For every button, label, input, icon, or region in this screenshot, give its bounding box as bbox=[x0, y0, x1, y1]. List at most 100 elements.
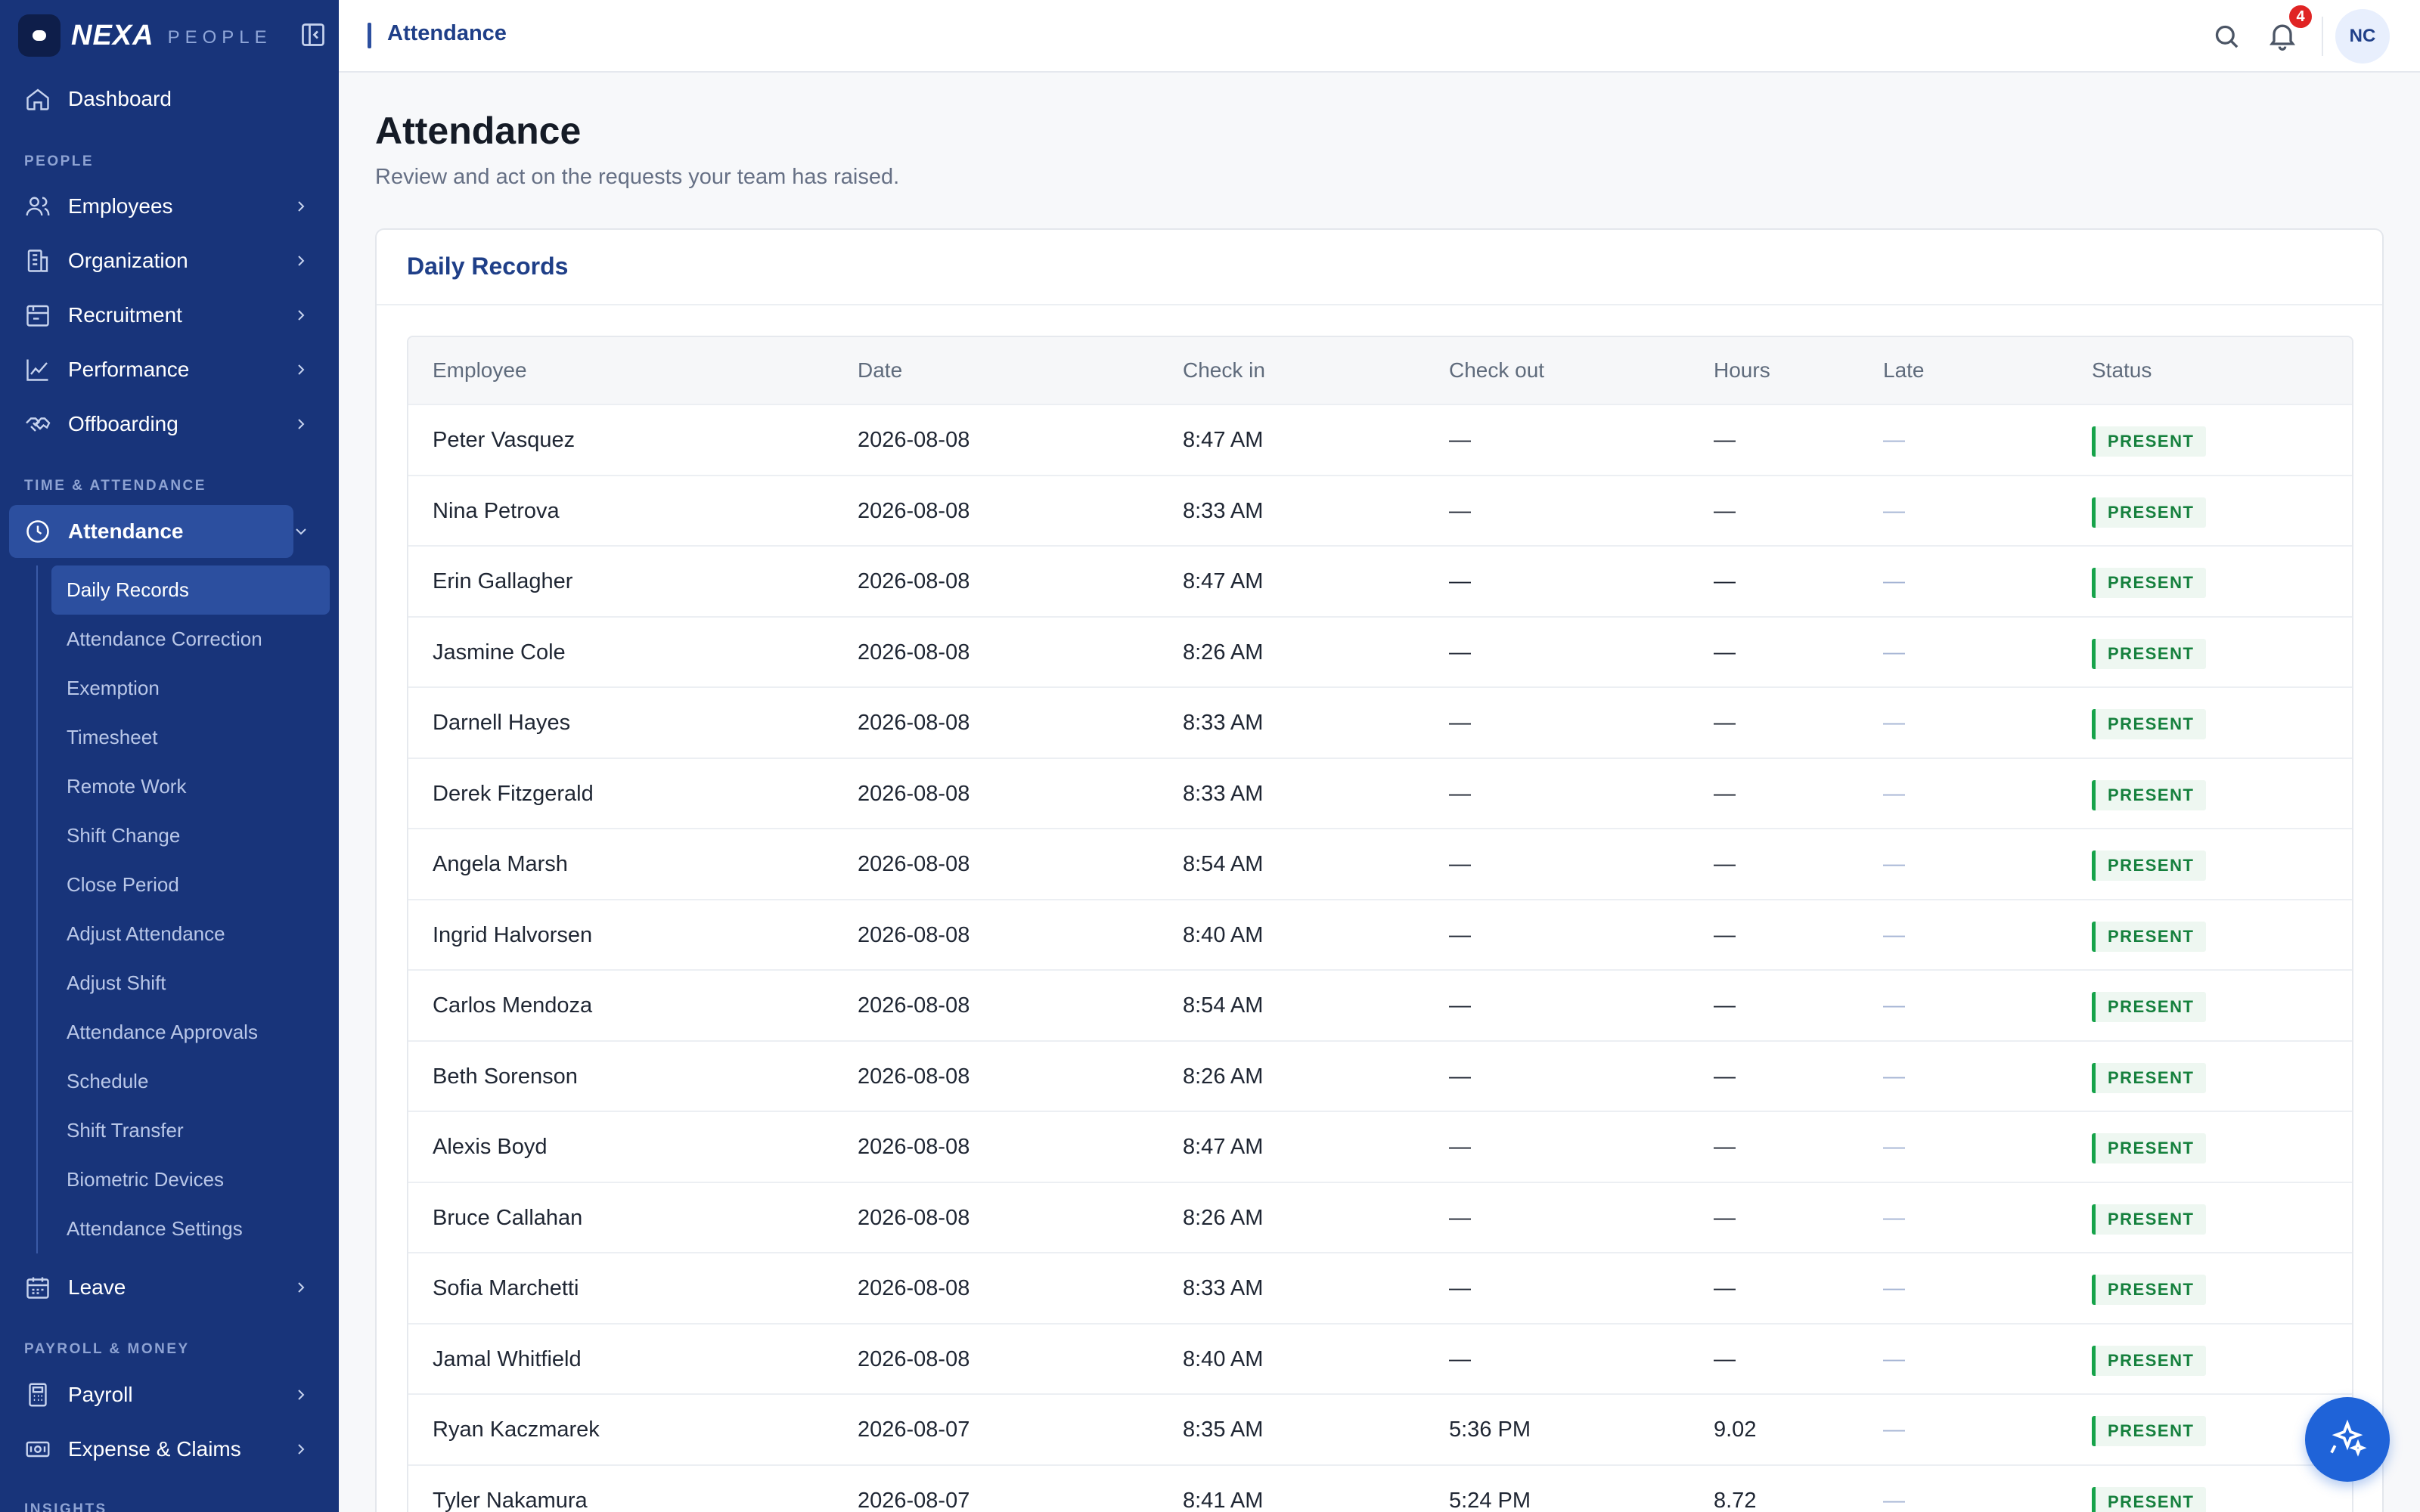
submenu-item-attendance-approvals[interactable]: Attendance Approvals bbox=[67, 1021, 258, 1043]
submenu-item-schedule[interactable]: Schedule bbox=[67, 1070, 149, 1092]
submenu-item-timesheet[interactable]: Timesheet bbox=[67, 726, 158, 748]
sidebar-item-dashboard[interactable]: Dashboard bbox=[9, 73, 330, 125]
sidebar-item-employees[interactable]: Employees bbox=[9, 180, 330, 233]
submenu-item-adjust-shift[interactable]: Adjust Shift bbox=[67, 971, 166, 994]
status-badge: PRESENT bbox=[2092, 992, 2207, 1022]
submenu-item-remote-work[interactable]: Remote Work bbox=[67, 775, 187, 798]
sparkle-icon bbox=[2330, 1419, 2367, 1457]
cell-check-out: — bbox=[1449, 1346, 1471, 1371]
table-row[interactable]: Tyler Nakamura 2026-08-07 8:41 AM 5:24 PM 8.… bbox=[408, 1464, 2352, 1512]
table-row[interactable]: Beth Sorenson 2026-08-08 8:26 AM — — — PRESENT bbox=[408, 1040, 2352, 1111]
column-header-late[interactable]: Late bbox=[1883, 358, 1925, 382]
table-body: Peter Vasquez 2026-08-08 8:47 AM — — — PRESENT… bbox=[408, 404, 2352, 1512]
sidebar-item-label: Organization bbox=[68, 249, 188, 272]
page-subtitle: Review and act on the requests your team… bbox=[375, 165, 900, 189]
sidebar-item-expense-claims[interactable]: Expense & Claims bbox=[9, 1423, 330, 1476]
status-badge: PRESENT bbox=[2092, 426, 2207, 457]
status-badge: PRESENT bbox=[2092, 1204, 2207, 1235]
column-header-check-in[interactable]: Check in bbox=[1183, 358, 1265, 382]
sidebar-item-payroll[interactable]: Payroll bbox=[9, 1368, 330, 1421]
table-row[interactable]: Derek Fitzgerald 2026-08-08 8:33 AM — — — PRES… bbox=[408, 757, 2352, 828]
building-icon bbox=[27, 249, 48, 272]
column-header-date[interactable]: Date bbox=[858, 358, 903, 382]
collapse-sidebar-icon[interactable] bbox=[299, 21, 327, 48]
cell-check-out: 5:36 PM bbox=[1449, 1418, 1531, 1442]
cell-employee: Darnell Hayes bbox=[433, 711, 571, 735]
cell-hours: — bbox=[1714, 498, 1736, 523]
table-row[interactable]: Angela Marsh 2026-08-08 8:54 AM — — — PRESENT bbox=[408, 828, 2352, 899]
cell-date: 2026-08-08 bbox=[858, 1064, 970, 1089]
submenu-item-daily-records[interactable]: Daily Records bbox=[51, 565, 330, 615]
status-badge: PRESENT bbox=[2092, 638, 2207, 669]
table-row[interactable]: Ingrid Halvorsen 2026-08-08 8:40 AM — — — PRES… bbox=[408, 898, 2352, 969]
status-badge: PRESENT bbox=[2092, 850, 2207, 881]
cell-hours: 8.72 bbox=[1714, 1488, 1757, 1512]
chevron-right-icon bbox=[298, 256, 305, 266]
column-header-check-out[interactable]: Check out bbox=[1449, 358, 1545, 382]
table-row[interactable]: Jasmine Cole 2026-08-08 8:26 AM — — — PRESENT bbox=[408, 615, 2352, 686]
bell-icon[interactable] bbox=[2266, 18, 2299, 53]
chevron-right-icon bbox=[298, 364, 305, 375]
sidebar-item-attendance[interactable]: Attendance bbox=[9, 505, 306, 558]
status-badge: PRESENT bbox=[2092, 779, 2207, 810]
column-header-employee[interactable]: Employee bbox=[433, 358, 527, 382]
submenu-item-attendance-correction[interactable]: Attendance Correction bbox=[67, 627, 262, 650]
submenu-item-shift-transfer[interactable]: Shift Transfer bbox=[67, 1119, 184, 1142]
cell-late: — bbox=[1883, 1064, 1905, 1089]
sidebar-item-label: Offboarding bbox=[68, 412, 178, 435]
table-row[interactable]: Sofia Marchetti 2026-08-08 8:33 AM — — — PRESE… bbox=[408, 1252, 2352, 1323]
table-row[interactable]: Carlos Mendoza 2026-08-08 8:54 AM — — — PRESEN… bbox=[408, 969, 2352, 1040]
cell-hours: — bbox=[1714, 1205, 1736, 1230]
avatar[interactable]: NC bbox=[2335, 9, 2390, 64]
cell-date: 2026-08-08 bbox=[858, 428, 970, 452]
cell-date: 2026-08-07 bbox=[858, 1488, 970, 1512]
chevron-right-icon bbox=[298, 1390, 305, 1400]
cell-hours: — bbox=[1714, 1064, 1736, 1089]
table-row[interactable]: Jamal Whitfield 2026-08-08 8:40 AM — — — PRESE… bbox=[408, 1322, 2352, 1393]
cell-check-in: 8:33 AM bbox=[1183, 781, 1264, 806]
cell-check-in: 8:54 AM bbox=[1183, 993, 1264, 1018]
submenu-item-attendance-settings[interactable]: Attendance Settings bbox=[67, 1217, 243, 1240]
table-row[interactable]: Nina Petrova 2026-08-08 8:33 AM — — — PRESENT bbox=[408, 474, 2352, 545]
search-icon[interactable] bbox=[2211, 21, 2242, 51]
submenu-item-close-period[interactable]: Close Period bbox=[67, 873, 179, 896]
table-row[interactable]: Darnell Hayes 2026-08-08 8:33 AM — — — PRESENT bbox=[408, 686, 2352, 758]
cell-date: 2026-08-07 bbox=[858, 1418, 970, 1442]
submenu-item-exemption[interactable]: Exemption bbox=[67, 677, 160, 699]
cell-late: — bbox=[1883, 1276, 1905, 1300]
cell-hours: — bbox=[1714, 1135, 1736, 1159]
cell-check-out: — bbox=[1449, 1276, 1471, 1300]
ai-assistant-button[interactable] bbox=[2305, 1397, 2390, 1482]
cell-late: — bbox=[1883, 1488, 1905, 1512]
status-badge: PRESENT bbox=[2092, 568, 2207, 598]
sidebar-item-label: Dashboard bbox=[68, 87, 172, 110]
status-badge: PRESENT bbox=[2092, 921, 2207, 952]
table-row[interactable]: Alexis Boyd 2026-08-08 8:47 AM — — — PRESENT bbox=[408, 1111, 2352, 1182]
cell-check-in: 8:26 AM bbox=[1183, 1064, 1264, 1089]
cell-employee: Erin Gallagher bbox=[433, 569, 573, 593]
cell-check-out: — bbox=[1449, 569, 1471, 593]
home-icon bbox=[26, 88, 49, 110]
sidebar-item-offboarding[interactable]: Offboarding bbox=[9, 398, 330, 451]
sidebar-item-performance[interactable]: Performance bbox=[9, 343, 330, 396]
cell-hours: — bbox=[1714, 1346, 1736, 1371]
cell-hours: — bbox=[1714, 428, 1736, 452]
column-header-hours[interactable]: Hours bbox=[1714, 358, 1770, 382]
submenu-item-adjust-attendance[interactable]: Adjust Attendance bbox=[67, 922, 225, 945]
submenu-item-biometric-devices[interactable]: Biometric Devices bbox=[67, 1168, 225, 1191]
table-row[interactable]: Peter Vasquez 2026-08-08 8:47 AM — — — PRESENT bbox=[408, 404, 2352, 475]
brand-logo[interactable]: NEXA PEOPLE bbox=[18, 14, 321, 57]
line-chart-icon bbox=[26, 359, 48, 381]
table-row[interactable]: Erin Gallagher 2026-08-08 8:47 AM — — — PRESEN… bbox=[408, 545, 2352, 616]
sidebar-item-recruitment[interactable]: Recruitment bbox=[9, 289, 330, 342]
submenu-item-shift-change[interactable]: Shift Change bbox=[67, 824, 181, 847]
table-row[interactable]: Ryan Kaczmarek 2026-08-07 8:35 AM 5:36 PM 9.… bbox=[408, 1393, 2352, 1464]
column-header-status[interactable]: Status bbox=[2092, 358, 2152, 382]
sidebar-item-leave[interactable]: Leave bbox=[9, 1261, 330, 1314]
table-row[interactable]: Bruce Callahan 2026-08-08 8:26 AM — — — PRESEN… bbox=[408, 1181, 2352, 1252]
records-table: Employee Date Check in Check out Hours L… bbox=[407, 336, 2353, 1512]
calculator-icon bbox=[29, 1383, 47, 1407]
sidebar-item-organization[interactable]: Organization bbox=[9, 234, 330, 287]
breadcrumb[interactable]: Attendance bbox=[387, 21, 507, 45]
cell-check-out: — bbox=[1449, 922, 1471, 947]
